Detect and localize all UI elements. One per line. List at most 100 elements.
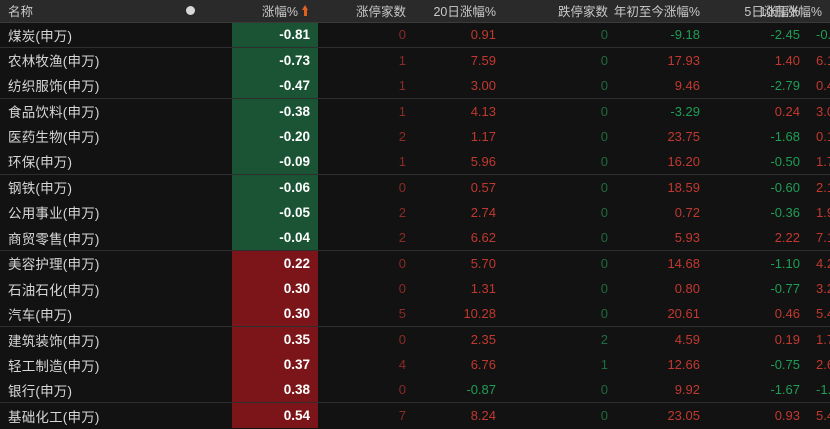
cell-5d-change: -0.75 [708,352,808,378]
cell-10d-change: 3.04 [808,97,830,124]
cell-limit-up-count: 7 [318,402,414,429]
cell-change-pct: -0.47 [232,72,318,99]
cell-dot-spacer [148,326,232,353]
cell-limit-down-count: 0 [504,301,616,327]
cell-10d-change: 1.78 [808,148,830,175]
cell-change-pct: 0.22 [232,250,318,276]
cell-sector-name[interactable]: 美容护理(申万) [0,250,148,276]
cell-10d-change: 6.19 [808,46,830,73]
cell-ytd-change: 9.46 [616,72,708,99]
cell-ytd-change: 0.80 [616,275,708,302]
cell-20d-change: 5.96 [414,148,504,175]
column-header-20d-change[interactable]: 20日涨幅% [414,0,504,23]
cell-dot-spacer [148,352,232,378]
column-header-change-pct[interactable]: 涨幅% [232,0,318,23]
cell-5d-change: 0.24 [708,97,808,124]
column-header-10d-change[interactable]: 10日涨幅% [759,0,830,23]
cell-5d-change: -0.60 [708,173,808,200]
cell-ytd-change: 4.59 [616,326,708,353]
cell-sector-name[interactable]: 轻工制造(申万) [0,352,148,378]
circle-dot-icon[interactable] [185,6,195,16]
cell-5d-change: 0.46 [708,301,808,327]
cell-dot-spacer [148,72,232,99]
cell-sector-name[interactable]: 医药生物(申万) [0,123,148,149]
cell-limit-up-count: 1 [318,72,414,99]
column-header-ytd-change[interactable]: 年初至今涨幅% [614,0,708,23]
cell-limit-up-count: 5 [318,301,414,327]
cell-5d-change: -0.77 [708,275,808,302]
cell-10d-change: 1.77 [808,326,830,353]
cell-dot-spacer [148,199,232,226]
cell-10d-change: 5.45 [808,402,830,429]
cell-5d-change: -0.36 [708,199,808,226]
cell-change-pct: -0.06 [232,173,318,200]
column-header-change-pct-label: 涨幅% [261,5,298,20]
cell-limit-up-count: 0 [318,326,414,353]
cell-10d-change: 5.48 [808,301,830,327]
cell-sector-name[interactable]: 食品饮料(申万) [0,97,148,124]
cell-dot-spacer [148,225,232,251]
column-header-limit-down-count[interactable]: 跌停家数 [504,0,616,23]
column-header-20d-change-label: 20日涨幅% [433,5,496,20]
cell-dot-spacer [148,22,232,48]
cell-ytd-change: 20.61 [616,301,708,327]
cell-sector-name[interactable]: 商贸零售(申万) [0,225,148,251]
cell-limit-up-count: 0 [318,377,414,403]
cell-sector-name[interactable]: 煤炭(申万) [0,22,148,48]
cell-change-pct: -0.04 [232,225,318,251]
cell-sector-name[interactable]: 农林牧渔(申万) [0,46,148,73]
sort-ascending-icon[interactable] [301,5,310,17]
cell-limit-up-count: 2 [318,225,414,251]
cell-20d-change: 6.62 [414,225,504,251]
cell-5d-change: 2.22 [708,225,808,251]
cell-20d-change: 8.24 [414,402,504,429]
cell-limit-up-count: 2 [318,123,414,149]
cell-sector-name[interactable]: 公用事业(申万) [0,199,148,226]
cell-limit-down-count: 0 [504,225,616,251]
cell-20d-change: 2.74 [414,199,504,226]
cell-ytd-change: 14.68 [616,250,708,276]
column-header-limit-up-count[interactable]: 涨停家数 [318,0,414,23]
cell-sector-name[interactable]: 钢铁(申万) [0,173,148,200]
cell-limit-down-count: 0 [504,22,616,48]
cell-sector-name[interactable]: 石油石化(申万) [0,275,148,302]
cell-sector-name[interactable]: 建筑装饰(申万) [0,326,148,353]
cell-ytd-change: 17.93 [616,46,708,73]
cell-20d-change: 7.59 [414,46,504,73]
column-header-5d-change-label: 5日涨幅% [744,5,800,20]
cell-change-pct: -0.20 [232,123,318,149]
column-header-dot[interactable] [148,0,232,23]
cell-sector-name[interactable]: 基础化工(申万) [0,402,148,429]
cell-sector-name[interactable]: 汽车(申万) [0,301,148,327]
cell-20d-change: 6.76 [414,352,504,378]
cell-sector-name[interactable]: 银行(申万) [0,377,148,403]
cell-20d-change: 3.00 [414,72,504,99]
cell-10d-change: 7.10 [808,225,830,251]
cell-5d-change: -2.45 [708,22,808,48]
cell-10d-change: -1.61 [808,377,830,403]
cell-5d-change: -0.50 [708,148,808,175]
cell-ytd-change: 18.59 [616,173,708,200]
column-header-5d-change[interactable]: 5日涨幅% [708,0,808,23]
column-header-name[interactable]: 名称 [0,0,148,23]
cell-change-pct: 0.38 [232,377,318,403]
column-header-name-label: 名称 [8,5,34,20]
cell-sector-name[interactable]: 纺织服饰(申万) [0,72,148,99]
cell-sector-name[interactable]: 环保(申万) [0,148,148,175]
